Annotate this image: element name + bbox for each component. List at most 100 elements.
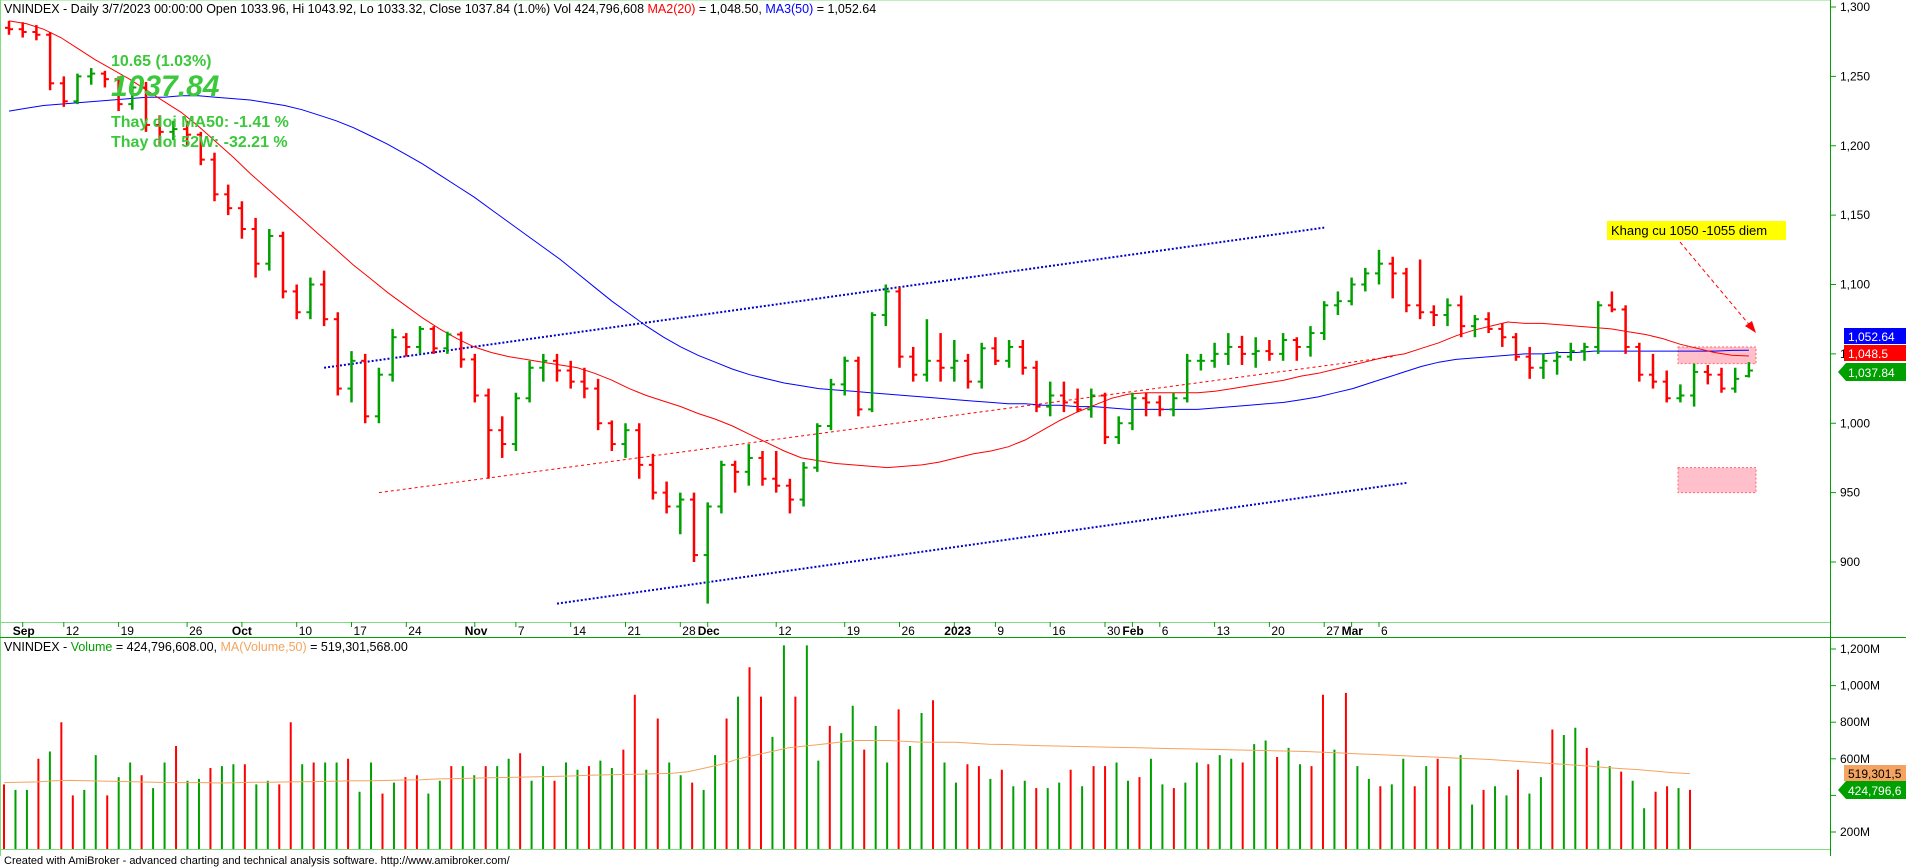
ohlc-bar [1457,295,1466,338]
ohlc-bar [224,184,233,216]
ohlc-bar [1580,342,1589,361]
ohlc-bar [1717,367,1726,393]
ma20-line [8,20,1749,469]
ohlc-bar [1676,384,1685,403]
volume-tick-label: 200M [1840,825,1870,839]
ohlc-bar [1416,259,1425,320]
ohlc-bar [1375,249,1383,285]
price-header: VNINDEX - Daily 3/7/2023 00:00:00 Open 1… [4,2,876,16]
ohlc-bar [142,81,150,132]
date-tick-label: 26 [902,624,916,638]
support-zone-lower [1677,467,1757,494]
resistance-zones [1677,346,1757,494]
date-x-axis: Sep 12 19 26 Oct 10 17 24 Nov 7 14 21 28 Dec 12 19 26 202… [13,622,1388,638]
volume-header-value: = 424,796,608.00, [112,640,220,654]
ohlc-bar [46,31,55,91]
header-ma20-label: MA2(20) [648,2,696,16]
date-tick-label: 27 [1326,624,1340,638]
ohlc-bar [1690,363,1699,407]
ohlc-bar [1402,267,1411,313]
ohlc-bar [1210,342,1219,368]
ohlc-bar [155,115,164,146]
ohlc-bar [1059,381,1068,413]
ohlc-bar [265,229,274,271]
resistance-zone-upper [1677,346,1757,365]
ohlc-bar [1388,256,1397,299]
ohlc-bar [402,333,411,357]
ohlc-bar [1566,342,1575,361]
ohlc-bar [128,84,137,110]
ohlc-bar [566,360,575,389]
ohlc-bar [1662,370,1671,403]
ohlc-bar [950,340,959,382]
price-tick-label: 1,250 [1840,69,1870,83]
ohlc-bar [1032,360,1041,413]
ohlc-bar [374,367,383,424]
date-tick-label: 21 [628,624,642,638]
ohlc-bar [1306,326,1315,357]
ohlc-bar [429,326,438,354]
ohlc-bar [703,502,712,604]
header-symbol: VNINDEX [4,2,60,16]
ohlc-bar [292,284,301,320]
date-tick-label: 19 [847,624,861,638]
ohlc-bar [470,353,479,403]
ohlc-bar [5,20,13,35]
price-bars [5,20,1753,604]
ohlc-bar [1005,340,1014,368]
svg-text:424,796,6: 424,796,6 [1848,784,1902,798]
volume-tag-volume: 424,796,6 [1838,781,1906,799]
ohlc-bar [1251,337,1260,368]
ohlc-bar [251,217,260,278]
ohlc-bar [868,312,877,413]
svg-text:1,052.64: 1,052.64 [1848,330,1895,344]
ohlc-bar [922,319,931,382]
ohlc-bar [881,284,890,327]
date-tick-label: 2023 [944,624,971,638]
ohlc-bar [416,326,424,354]
ohlc-bar [936,333,945,382]
ohlc-bar [813,423,822,472]
header-ma50-label: MA3(50) [765,2,813,16]
volume-bars [3,645,1691,849]
ohlc-bar [909,346,918,382]
ohlc-bar [306,277,315,320]
ohlc-bar [1128,392,1137,431]
svg-text:1,037.84: 1,037.84 [1848,366,1895,380]
ohlc-bar [635,423,644,479]
ohlc-bar [333,312,342,396]
ohlc-bar [210,152,219,202]
ohlc-bar [539,353,548,382]
header-prefix: - Daily 3/7/2023 00:00:00 Open 1033.96, … [60,2,648,16]
date-tick-label: 19 [121,624,135,638]
ohlc-bar [1018,340,1027,375]
date-tick-label: 17 [354,624,368,638]
ohlc-bar [59,76,68,107]
info-price: 1037.84 [111,70,220,103]
ohlc-bar [1114,416,1123,445]
ohlc-bar [964,353,972,389]
annotation-text: Khang cu 1050 -1055 diem [1611,223,1767,238]
upper-channel-line [323,226,1325,369]
ohlc-bar [1553,351,1562,375]
ohlc-bar [854,356,863,417]
volume-header-ma-value: = 519,301,568.00 [307,640,408,654]
ohlc-bar [1484,312,1493,334]
price-tag-close: 1,037.84 [1838,363,1906,381]
ohlc-bar [1525,346,1534,379]
price-tick-label: 950 [1840,486,1860,500]
date-tick-label: 13 [1217,624,1231,638]
date-tick-label: 14 [573,624,587,638]
info-change: 10.65 (1.03%) [111,53,212,70]
volume-header-prefix: VNINDEX - [4,640,71,654]
ohlc-bar [1279,333,1288,361]
ohlc-bar [1731,367,1740,393]
ohlc-bar [895,287,904,368]
ohlc-bar [1101,392,1109,445]
ohlc-bar [1087,388,1096,418]
header-ma20-value: = 1,048.50, [695,2,765,16]
ohlc-bar [1169,392,1178,417]
ohlc-bar [279,231,287,299]
ohlc-bar [1320,301,1329,340]
